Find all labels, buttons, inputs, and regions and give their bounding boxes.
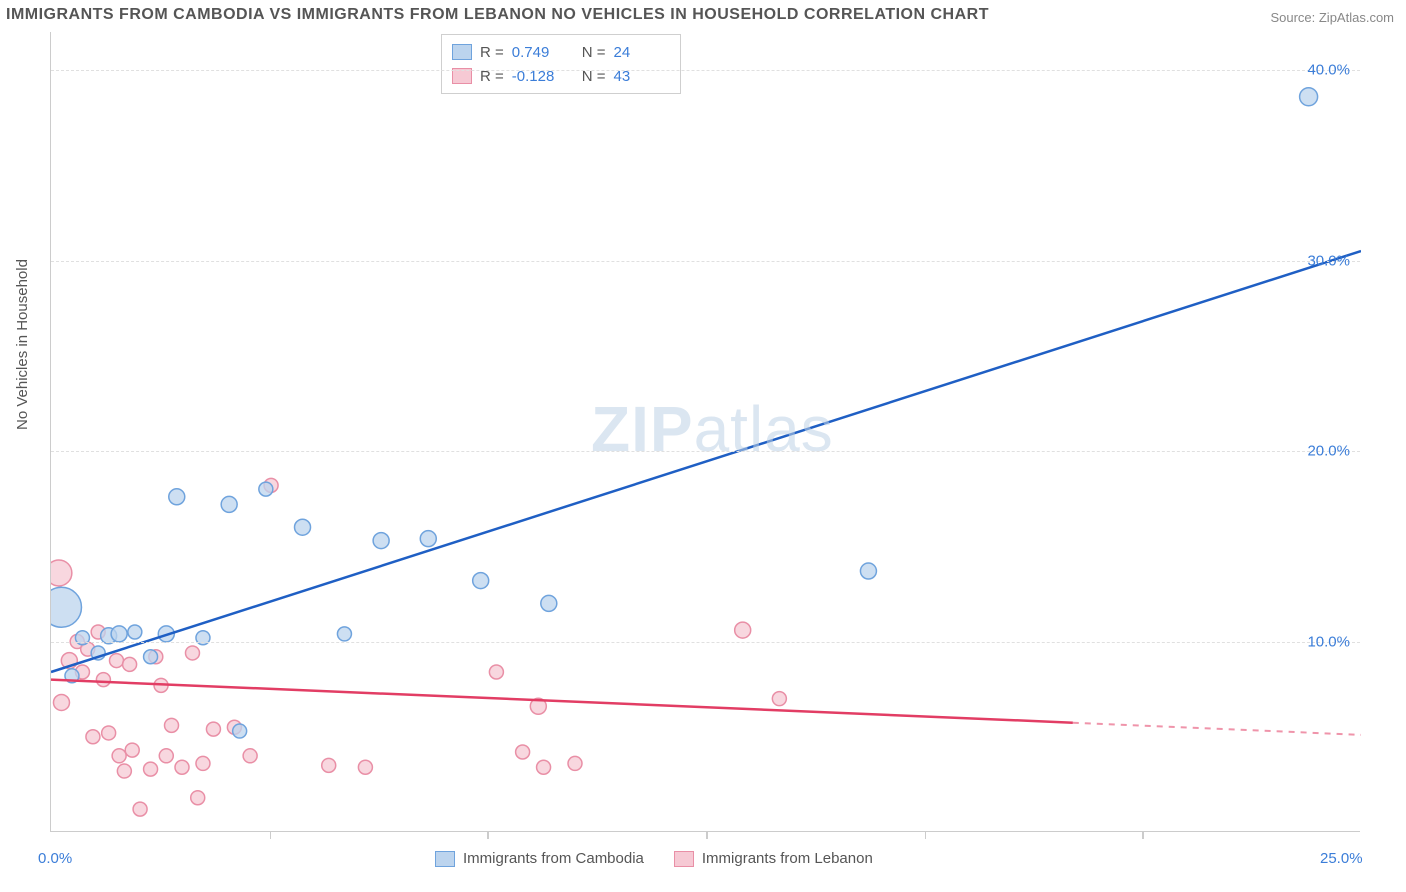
legend-bottom-label-1: Immigrants from Lebanon — [702, 850, 873, 867]
legend-item-0: Immigrants from Cambodia — [435, 850, 644, 867]
grid-line — [51, 261, 1360, 262]
legend-r-value-0: 0.749 — [512, 44, 574, 61]
legend-bottom-label-0: Immigrants from Cambodia — [463, 850, 644, 867]
y-tick-label: 10.0% — [1307, 633, 1350, 650]
x-tick-0: 0.0% — [38, 850, 72, 867]
x-minor-tick — [1142, 831, 1144, 839]
y-axis-label: No Vehicles in Household — [14, 259, 31, 430]
grid-line — [51, 642, 1360, 643]
legend-bottom-swatch-1 — [674, 851, 694, 867]
chart-title: IMMIGRANTS FROM CAMBODIA VS IMMIGRANTS F… — [6, 6, 989, 24]
chart-plot-area: ZIPatlas R = 0.749 N = 24 R = -0.128 N =… — [50, 32, 1360, 832]
source-label: Source: ZipAtlas.com — [1270, 10, 1394, 25]
legend-n-value-0: 24 — [614, 44, 670, 61]
legend-corr-row-0: R = 0.749 N = 24 — [452, 40, 670, 64]
legend-swatch-0 — [452, 44, 472, 60]
legend-bottom-swatch-0 — [435, 851, 455, 867]
legend-item-1: Immigrants from Lebanon — [674, 850, 873, 867]
chart-svg — [51, 32, 1361, 832]
y-tick-label: 40.0% — [1307, 62, 1350, 79]
legend-series: Immigrants from Cambodia Immigrants from… — [435, 850, 873, 867]
grid-line — [51, 70, 1360, 71]
x-minor-tick — [706, 831, 708, 839]
x-minor-tick — [487, 831, 489, 839]
legend-n-label: N = — [582, 44, 606, 61]
legend-corr-row-1: R = -0.128 N = 43 — [452, 64, 670, 88]
grid-line — [51, 451, 1360, 452]
legend-r-label: R = — [480, 44, 504, 61]
legend-correlation-box: R = 0.749 N = 24 R = -0.128 N = 43 — [441, 34, 681, 94]
x-tick-1: 25.0% — [1320, 850, 1363, 867]
y-tick-label: 20.0% — [1307, 443, 1350, 460]
y-tick-label: 30.0% — [1307, 252, 1350, 269]
x-minor-tick — [270, 831, 272, 839]
x-minor-tick — [925, 831, 927, 839]
